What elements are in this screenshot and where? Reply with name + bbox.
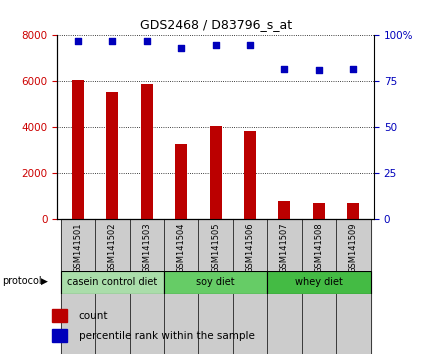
Bar [209, 126, 222, 219]
Bar [267, 271, 370, 294]
Text: protocol: protocol [2, 276, 42, 286]
Bar [52, 309, 67, 322]
Bar [95, 219, 129, 354]
Bar [141, 84, 153, 219]
Point [246, 42, 253, 47]
Point [109, 38, 116, 44]
Bar [267, 219, 302, 354]
Point [350, 66, 357, 72]
Bar [336, 219, 370, 354]
Title: GDS2468 / D83796_s_at: GDS2468 / D83796_s_at [139, 18, 292, 32]
Text: count: count [79, 311, 108, 321]
Point [281, 66, 288, 72]
Bar [61, 219, 95, 354]
Bar [164, 271, 267, 294]
Point [212, 42, 219, 47]
Bar [129, 219, 164, 354]
Point [315, 68, 323, 73]
Bar [279, 201, 290, 219]
Point [74, 38, 81, 44]
Point [143, 38, 150, 44]
Bar [61, 271, 164, 294]
Bar [233, 219, 267, 354]
Text: percentile rank within the sample: percentile rank within the sample [79, 331, 255, 341]
Bar [175, 143, 187, 219]
Bar [302, 219, 336, 354]
Bar [347, 203, 359, 219]
Point [178, 45, 185, 51]
Bar [72, 80, 84, 219]
Text: ▶: ▶ [40, 277, 48, 286]
Text: casein control diet: casein control diet [67, 277, 158, 287]
Text: soy diet: soy diet [196, 277, 235, 287]
Bar [52, 329, 67, 342]
Bar [164, 219, 198, 354]
Bar [106, 92, 118, 219]
Text: whey diet: whey diet [295, 277, 343, 287]
Bar [198, 219, 233, 354]
Bar [244, 131, 256, 219]
Bar [313, 203, 325, 219]
